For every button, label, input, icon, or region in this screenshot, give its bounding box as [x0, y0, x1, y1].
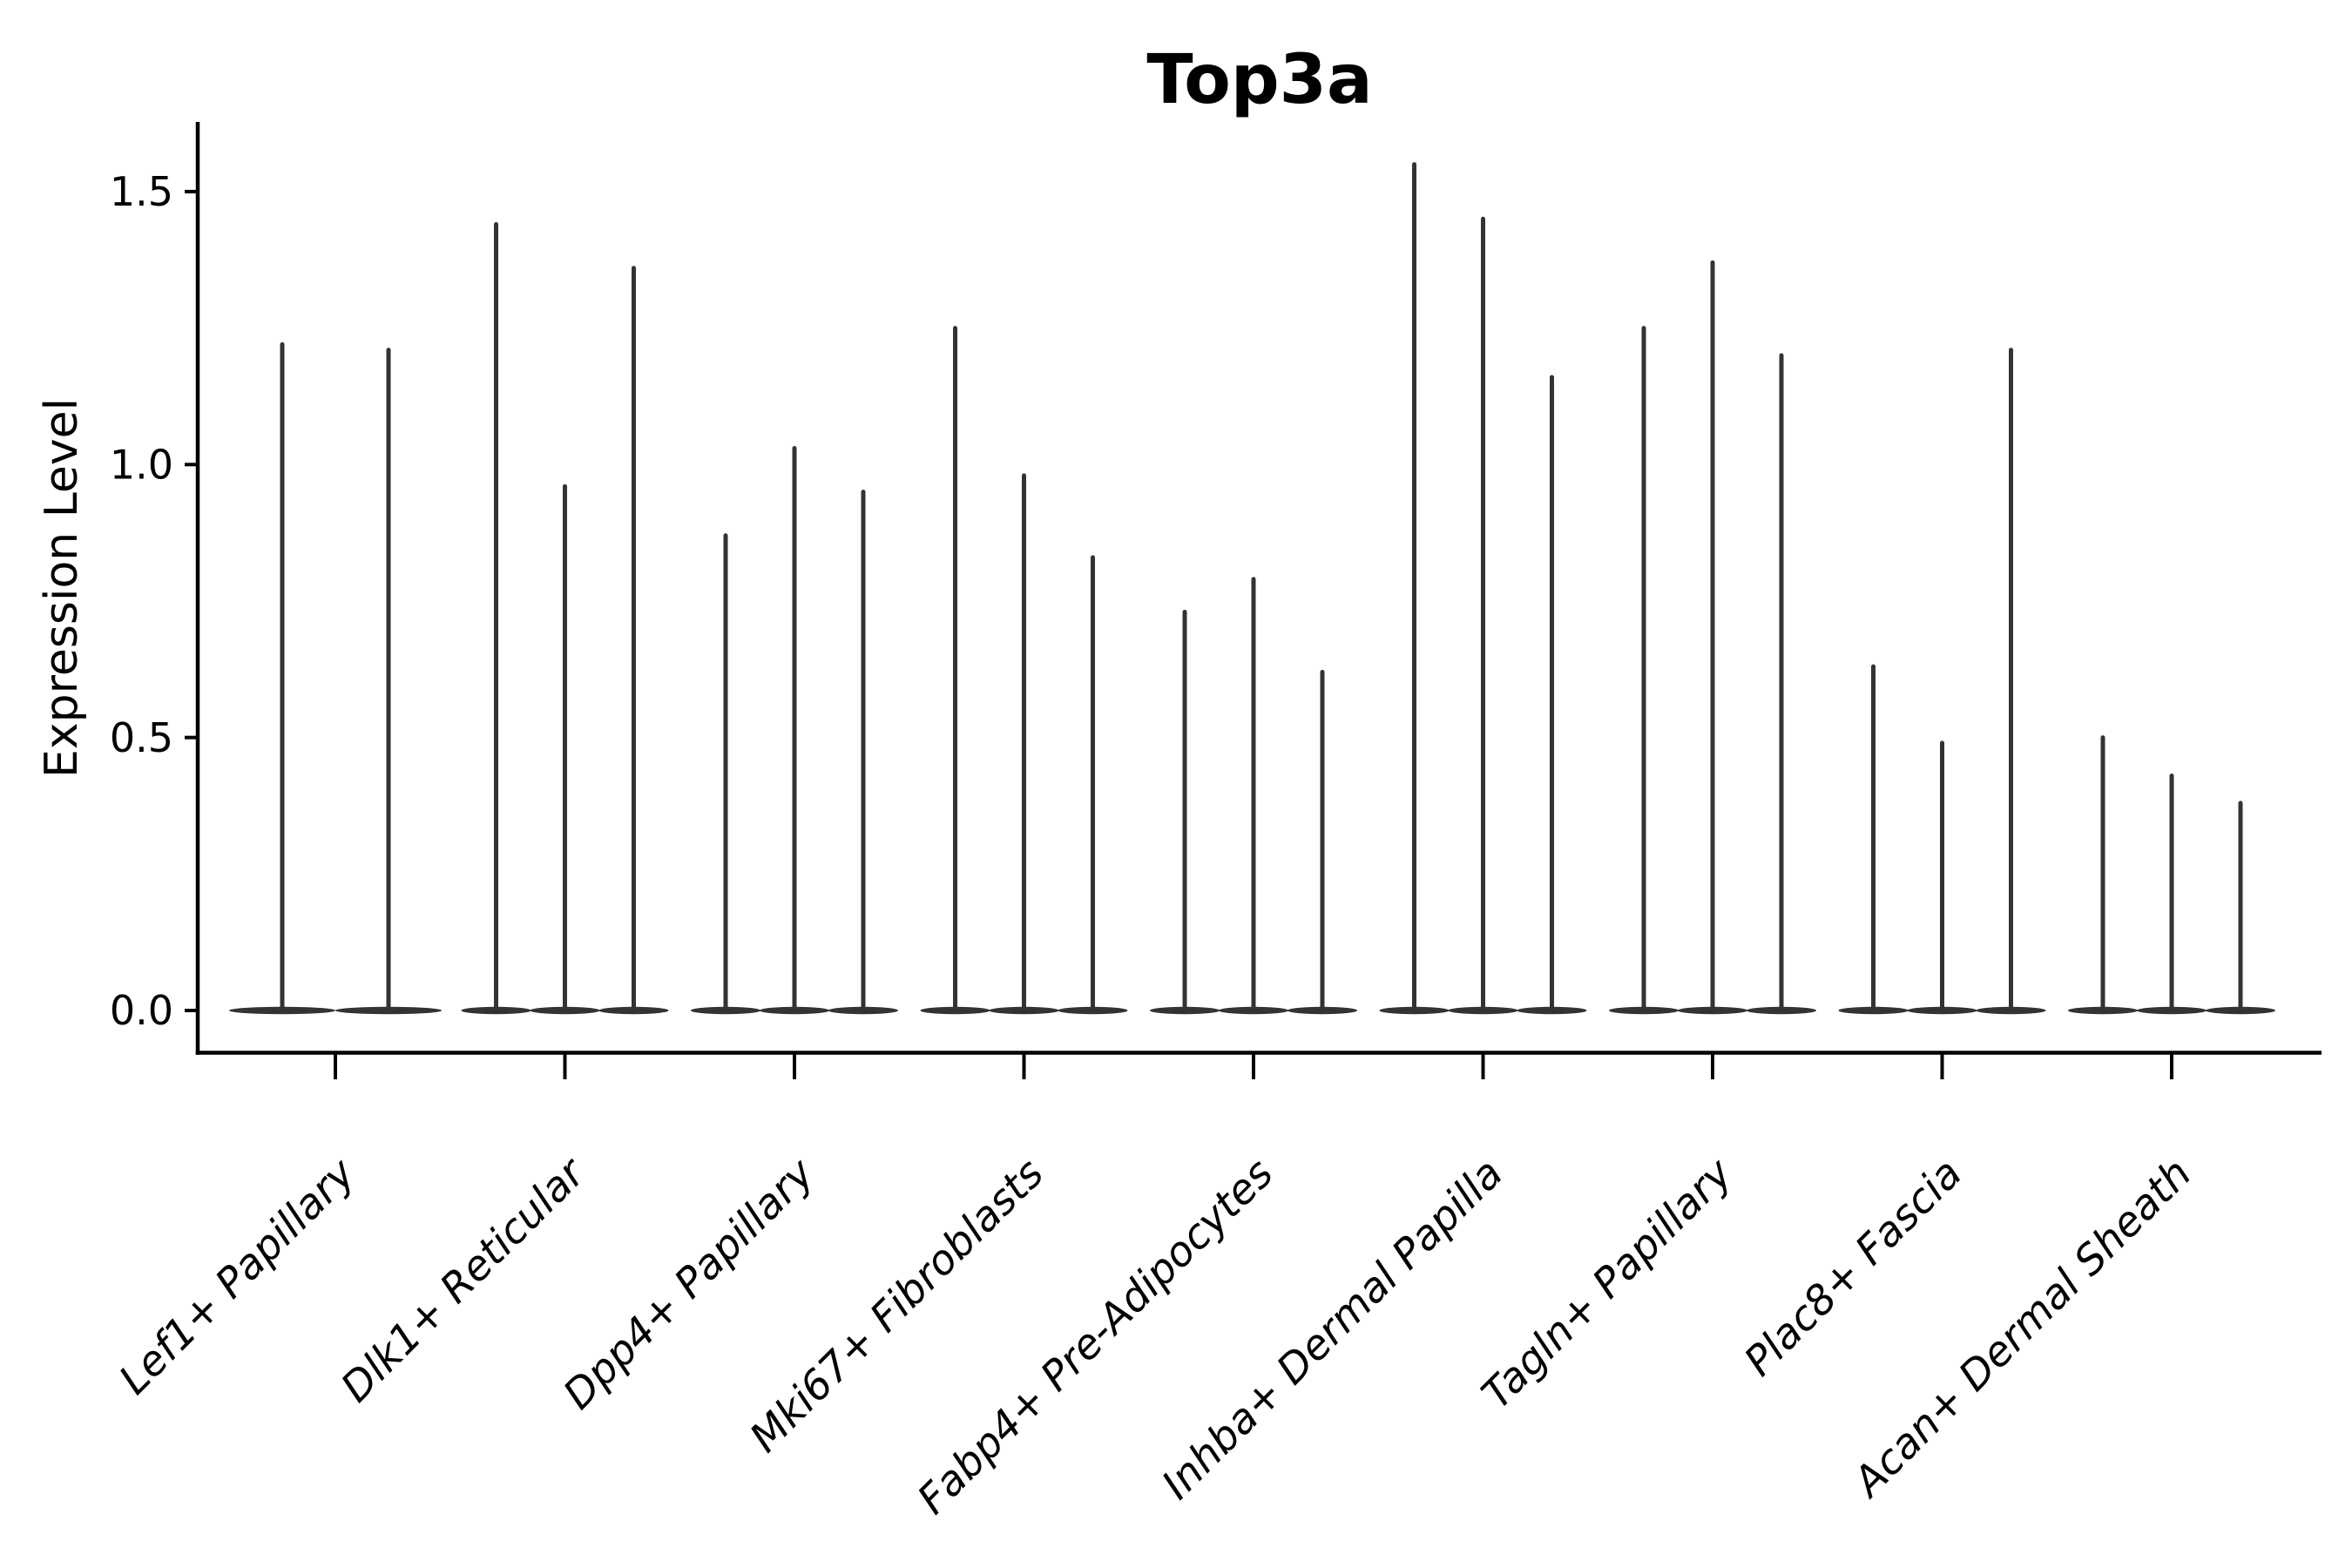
violin	[2206, 801, 2275, 1015]
y-tick-label: 1.5	[110, 168, 173, 215]
violin	[1678, 260, 1747, 1015]
violin	[1150, 610, 1220, 1015]
violin	[461, 222, 531, 1015]
violin-base-lobe	[229, 1006, 335, 1015]
violin-base-lobe	[1288, 1006, 1357, 1015]
violin-base-lobe	[1609, 1006, 1679, 1015]
violin	[1517, 375, 1587, 1015]
y-tick-label: 0.0	[110, 987, 173, 1034]
violin-base-lobe	[1678, 1006, 1747, 1015]
violin	[530, 483, 600, 1015]
violin-base-lobe	[828, 1006, 898, 1015]
violin-base-lobe	[530, 1006, 600, 1015]
violin-base-lobe	[691, 1006, 760, 1015]
violin-base-lobe	[1448, 1006, 1518, 1015]
violin-base-lobe	[1838, 1006, 1909, 1015]
violin	[2137, 774, 2207, 1015]
violin-base-lobe	[989, 1006, 1059, 1015]
violin	[229, 341, 335, 1015]
violin	[1288, 669, 1357, 1015]
chart-title: Top3a	[1146, 41, 1372, 119]
x-tick-label: Dpp4+ Papillary	[554, 1149, 824, 1419]
violin-base-lobe	[2206, 1006, 2275, 1015]
violin	[1747, 353, 1816, 1015]
violin-base-lobe	[1747, 1006, 1816, 1015]
violin-base-lobe	[2137, 1006, 2207, 1015]
x-tick-label: Tagln+ Papillary	[1473, 1149, 1743, 1419]
x-tick-label: Lef1+ Papillary	[110, 1149, 365, 1404]
violin-base-lobe	[335, 1006, 442, 1015]
y-axis-ticks: 0.0 0.5 1.0 1.5	[110, 168, 198, 1034]
violin	[1448, 216, 1518, 1015]
violin-base-lobe	[1379, 1006, 1450, 1015]
violin	[2068, 735, 2138, 1015]
violin-base-lobe	[1150, 1006, 1220, 1015]
x-tick-label: Dlk1+ Reticular	[332, 1148, 596, 1412]
violin-base-lobe	[1058, 1006, 1128, 1015]
violin	[1379, 162, 1450, 1015]
violin-base-lobe	[1976, 1006, 2046, 1015]
violin-base-lobe	[920, 1006, 990, 1015]
violin-base-lobe	[1907, 1006, 1977, 1015]
y-tick-label: 1.0	[110, 441, 173, 488]
violin	[1219, 577, 1288, 1015]
violin-base-lobe	[598, 1006, 669, 1015]
violin	[598, 266, 669, 1015]
violin	[335, 348, 442, 1015]
violin-base-lobe	[2068, 1006, 2138, 1015]
violins-group	[229, 162, 2275, 1015]
violin-base-lobe	[1517, 1006, 1587, 1015]
violin	[1907, 740, 1977, 1015]
violin-base-lobe	[1219, 1006, 1288, 1015]
violin	[1058, 555, 1128, 1015]
y-axis-label: Expression Level	[36, 398, 88, 778]
violin	[989, 473, 1059, 1015]
violin	[760, 445, 829, 1015]
violin	[828, 490, 898, 1015]
violin	[1976, 348, 2046, 1015]
violin	[1838, 664, 1909, 1015]
y-tick-label: 0.5	[110, 714, 173, 761]
violin	[1609, 326, 1679, 1015]
violin-base-lobe	[461, 1006, 531, 1015]
violin	[920, 326, 990, 1015]
violin	[691, 533, 760, 1015]
x-tick-label: Plac8+ Fascia	[1735, 1150, 1971, 1386]
violin-base-lobe	[760, 1006, 829, 1015]
